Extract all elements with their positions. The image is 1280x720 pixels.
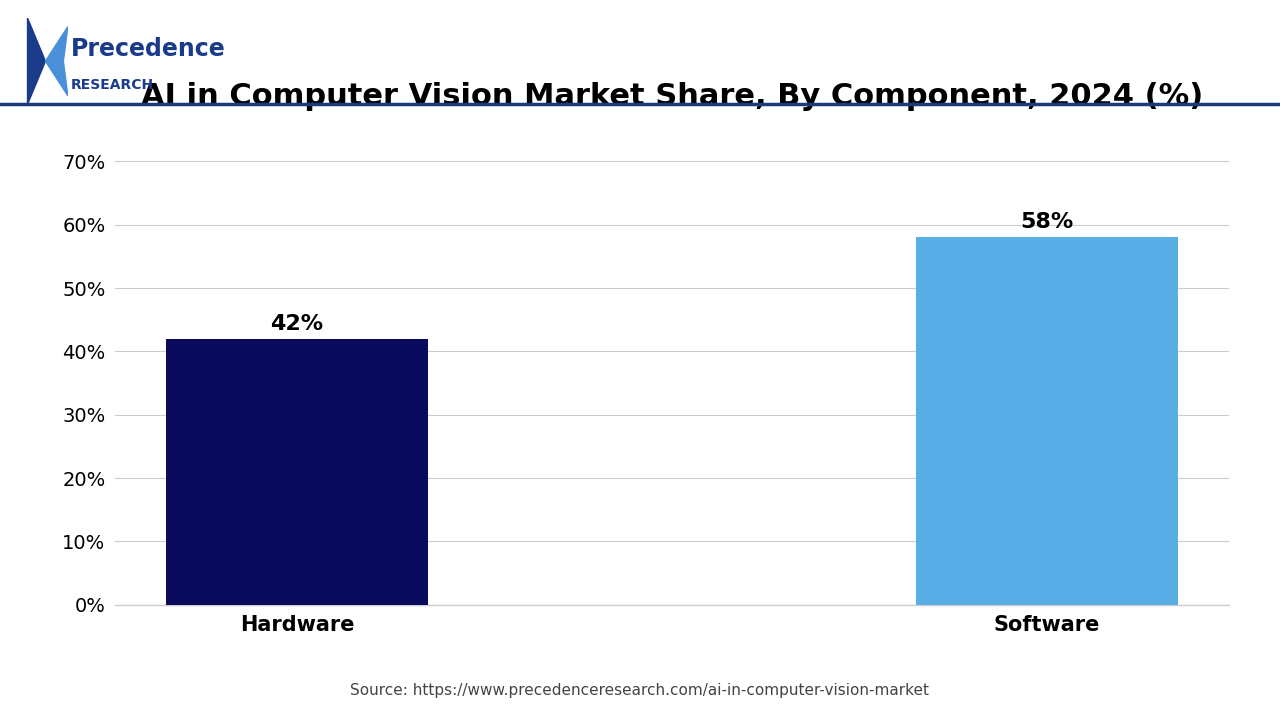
Polygon shape <box>46 61 68 96</box>
Polygon shape <box>46 27 68 61</box>
Text: 58%: 58% <box>1020 212 1074 233</box>
Polygon shape <box>28 18 46 104</box>
Text: Precedence: Precedence <box>70 37 225 61</box>
Bar <box>915 238 1178 605</box>
Text: RESEARCH: RESEARCH <box>70 78 154 92</box>
Text: Source: https://www.precedenceresearch.com/ai-in-computer-vision-market: Source: https://www.precedenceresearch.c… <box>351 683 929 698</box>
Text: 42%: 42% <box>270 314 324 333</box>
Bar <box>166 338 429 605</box>
Title: AI in Computer Vision Market Share, By Component, 2024 (%): AI in Computer Vision Market Share, By C… <box>141 81 1203 111</box>
